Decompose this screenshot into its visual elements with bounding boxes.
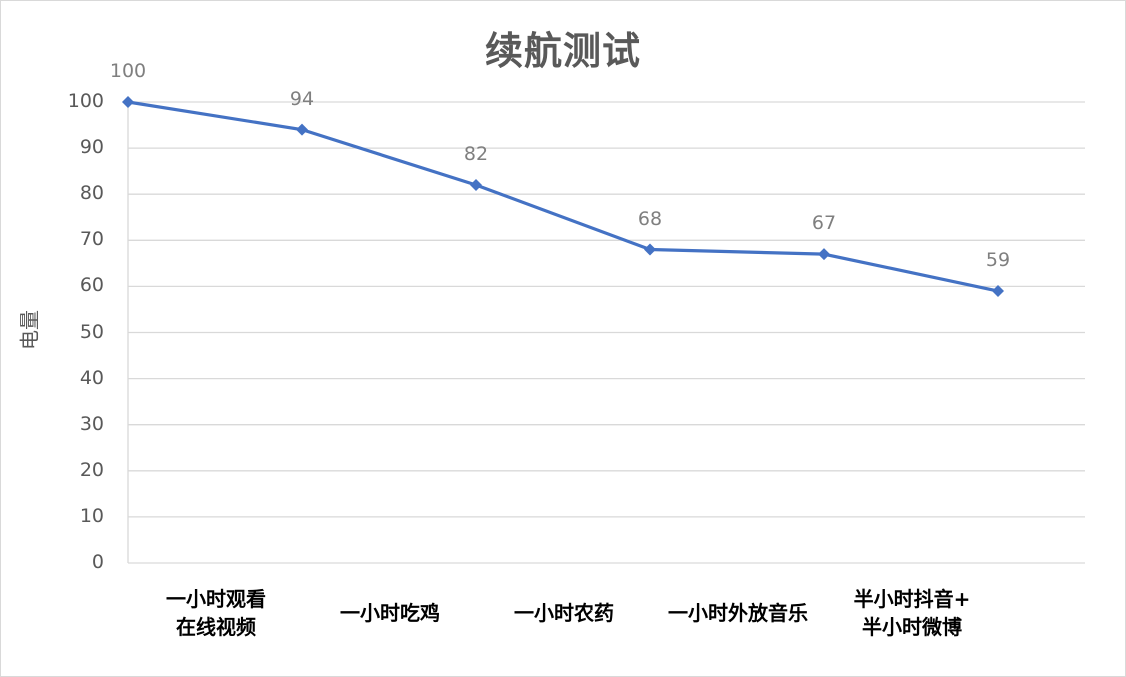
data-label: 100 (109, 60, 147, 82)
chart-title: 续航测试 (484, 29, 641, 73)
data-label: 67 (811, 212, 837, 235)
x-tick-label: 一小时观看 在线视频 (166, 587, 266, 639)
data-point-marker (122, 96, 134, 108)
y-tick-label: 40 (79, 366, 104, 389)
data-point-marker (644, 243, 656, 256)
y-tick-label: 80 (79, 182, 104, 205)
y-tick-label: 90 (79, 136, 104, 159)
data-label: 59 (985, 249, 1011, 271)
data-point-marker (992, 285, 1004, 298)
y-tick-label: 100 (67, 90, 104, 112)
series-line (127, 100, 999, 293)
y-tick-label: 10 (79, 504, 104, 527)
y-tick-label: 0 (91, 551, 104, 573)
x-tick-label: 一小时外放音乐 (668, 601, 808, 625)
x-tick-label: 一小时农药 (514, 601, 614, 625)
y-tick-label: 60 (79, 274, 104, 297)
y-tick-label: 50 (79, 320, 104, 343)
y-tick-label: 20 (79, 458, 104, 481)
y-tick-label: 30 (79, 412, 104, 435)
data-label: 68 (637, 207, 663, 230)
x-tick-label: 半小时抖音+ 半小时微博 (853, 587, 971, 639)
data-label: 82 (463, 142, 489, 165)
y-tick-label: 70 (79, 228, 104, 251)
data-point-marker (818, 248, 830, 261)
data-label: 94 (289, 87, 315, 110)
x-tick-label: 一小时吃鸡 (340, 601, 440, 625)
data-point-marker (470, 178, 482, 191)
data-point-marker (296, 123, 308, 136)
